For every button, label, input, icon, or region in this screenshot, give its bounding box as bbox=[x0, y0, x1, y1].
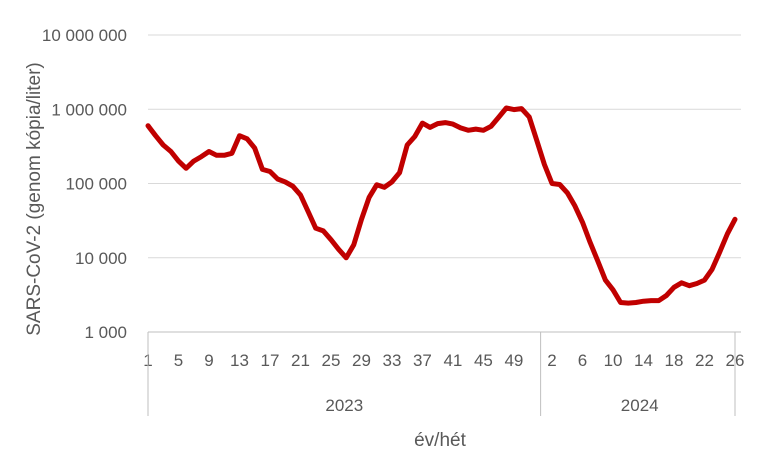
x-tick-label: 49 bbox=[504, 351, 523, 370]
x-tick-label: 2 bbox=[547, 351, 556, 370]
y-axis-title: SARS-CoV-2 (genom kópia/liter) bbox=[24, 62, 45, 336]
gridlines bbox=[148, 34, 741, 333]
x-tick-label: 21 bbox=[291, 351, 310, 370]
x-tick-label: 25 bbox=[322, 351, 341, 370]
series-line bbox=[145, 105, 738, 306]
x-tick-label: 10 bbox=[604, 351, 623, 370]
x-tick-label: 13 bbox=[230, 351, 249, 370]
x-tick-label: 45 bbox=[474, 351, 493, 370]
y-tick-label: 1 000 000 bbox=[51, 100, 127, 119]
x-tick-label: 6 bbox=[578, 351, 587, 370]
series-layer bbox=[145, 105, 738, 306]
x-axis-title: év/hét bbox=[414, 430, 466, 451]
x-tick-label: 29 bbox=[352, 351, 371, 370]
y-tick-label: 100 000 bbox=[66, 175, 127, 194]
x-tick-label: 9 bbox=[204, 351, 213, 370]
x-tick-label: 33 bbox=[382, 351, 401, 370]
y-tick-label: 10 000 000 bbox=[42, 26, 127, 45]
x-tick-label: 14 bbox=[634, 351, 653, 370]
y-tick-label: 1 000 bbox=[84, 323, 127, 342]
x-tick-label: 5 bbox=[174, 351, 183, 370]
x-tick-label: 41 bbox=[443, 351, 462, 370]
x-tick-label: 37 bbox=[413, 351, 432, 370]
year-group-label: 2023 bbox=[325, 396, 363, 415]
x-tick-label: 17 bbox=[261, 351, 280, 370]
y-tick-label: 10 000 bbox=[75, 249, 127, 268]
x-tick-label: 22 bbox=[695, 351, 714, 370]
y-axis-tick-labels: 1 000 10 000 100 000 1 000 000 10 000 000 bbox=[42, 26, 127, 342]
x-tick-label: 18 bbox=[665, 351, 684, 370]
year-group-label: 2024 bbox=[621, 396, 659, 415]
